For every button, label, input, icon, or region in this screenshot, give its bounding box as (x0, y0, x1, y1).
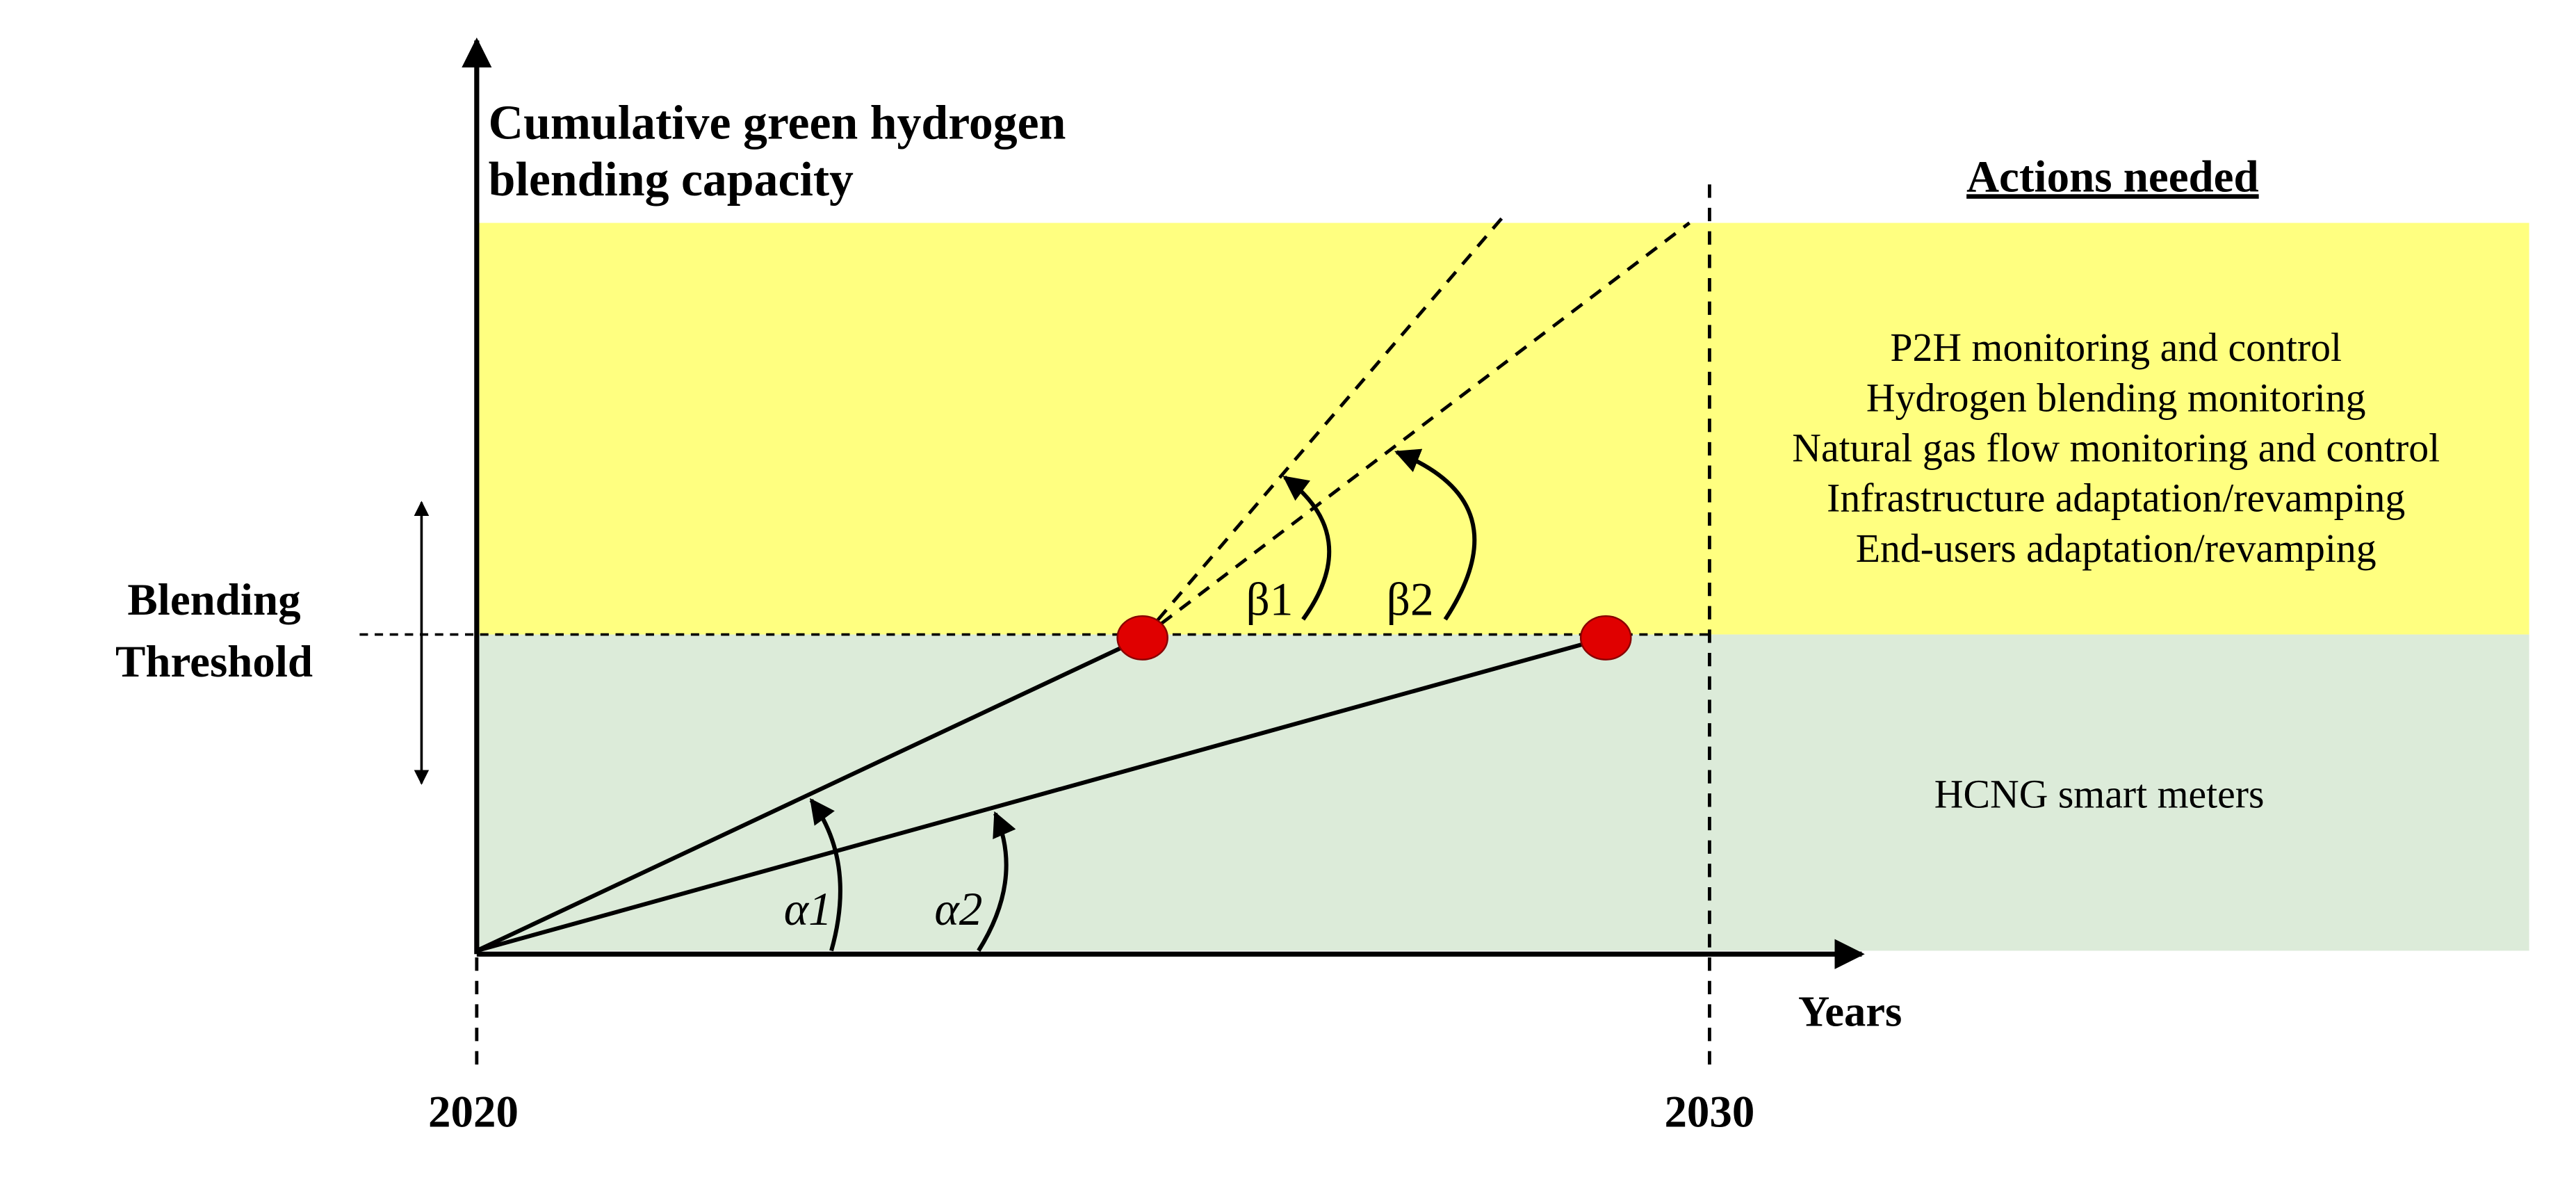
threshold-point (1579, 615, 1632, 661)
threshold-label: Blending (127, 575, 300, 625)
action-item: End-users adaptation/revamping (1856, 527, 2377, 571)
angle-label: α1 (784, 883, 832, 935)
zone-below (476, 634, 2529, 951)
action-item: Infrastructure adaptation/revamping (1827, 477, 2405, 521)
trend-2 (476, 635, 1607, 953)
tick-label: 2020 (428, 1087, 519, 1138)
actions-title: Actions needed (1966, 152, 2259, 202)
trend-2-ext (1141, 221, 1691, 640)
threshold-point (1116, 615, 1168, 661)
y-axis-label: blending capacity (489, 153, 854, 207)
action-item: Hydrogen blending monitoring (1866, 376, 2366, 420)
trend-1 (475, 635, 1143, 953)
action-item: HCNG smart meters (1934, 773, 2265, 817)
angle-arc (1282, 475, 1332, 621)
angle-label: β1 (1246, 574, 1294, 626)
action-item: P2H monitoring and control (1890, 326, 2342, 370)
y-axis-label: Cumulative green hydrogen (489, 96, 1066, 149)
angle-arc (977, 811, 1016, 952)
action-item: Natural gas flow monitoring and control (1792, 427, 2440, 471)
x-axis-label: Years (1798, 987, 1902, 1036)
angle-arc (809, 798, 842, 952)
threshold-label: Threshold (115, 637, 313, 687)
angle-label: β2 (1387, 574, 1434, 626)
actions-list: P2H monitoring and control Hydrogen blend… (1792, 326, 2440, 571)
tick-label: 2030 (1664, 1087, 1754, 1138)
zone-above (476, 222, 2529, 635)
angle-arc (1394, 448, 1477, 621)
angle-label: α2 (934, 883, 982, 935)
